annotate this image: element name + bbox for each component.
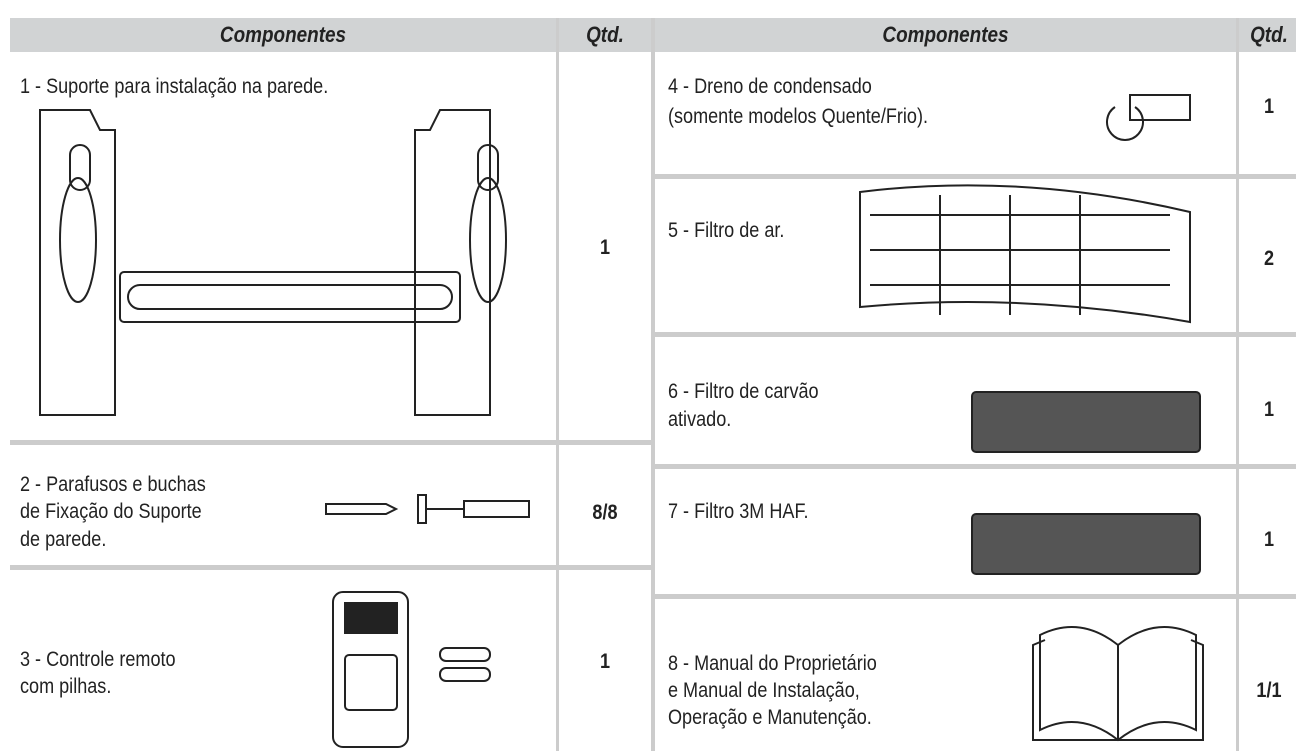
header-cell: Qtd. bbox=[1250, 22, 1288, 47]
wall-bracket bbox=[39, 109, 491, 416]
haf-filter bbox=[971, 513, 1201, 575]
component-text: 4 - Dreno de condensado bbox=[668, 75, 872, 98]
component-text: Operação e Manutenção. bbox=[668, 706, 872, 729]
component-text: 3 - Controle remoto bbox=[20, 648, 176, 671]
component-text: 6 - Filtro de carvão bbox=[668, 380, 819, 403]
row-separator bbox=[10, 565, 651, 570]
qty: 1 bbox=[1263, 95, 1275, 118]
row-separator bbox=[655, 332, 1296, 337]
bracket-hole bbox=[69, 144, 91, 191]
component-text: 2 - Parafusos e buchas bbox=[20, 473, 206, 496]
remote-buttons bbox=[344, 654, 398, 711]
component-text: 5 - Filtro de ar. bbox=[668, 219, 785, 242]
remote bbox=[332, 591, 409, 748]
component-text: (somente modelos Quente/Frio). bbox=[668, 105, 928, 128]
component-text: 7 - Filtro 3M HAF. bbox=[668, 500, 809, 523]
qty: 1 bbox=[1263, 528, 1275, 551]
manual-book bbox=[1032, 626, 1204, 742]
bracket-hole bbox=[477, 144, 499, 191]
row-separator bbox=[655, 174, 1296, 179]
bracket-bar bbox=[119, 271, 461, 323]
component-text: com pilhas. bbox=[20, 675, 112, 698]
component-text: ativado. bbox=[668, 408, 732, 431]
column-line bbox=[556, 18, 559, 751]
bracket-hole bbox=[59, 177, 97, 303]
air-filter bbox=[859, 184, 1191, 324]
qty: 2 bbox=[1263, 247, 1275, 270]
header-cell: Componentes bbox=[219, 22, 347, 47]
component-text: de parede. bbox=[20, 528, 107, 551]
battery bbox=[439, 647, 491, 662]
air-filter-grid bbox=[870, 195, 1170, 315]
battery bbox=[439, 667, 491, 682]
column-line bbox=[651, 18, 655, 751]
carbon-filter bbox=[971, 391, 1201, 453]
component-text: e Manual de Instalação, bbox=[668, 679, 860, 702]
bracket-slot bbox=[127, 284, 453, 310]
drain bbox=[1106, 94, 1191, 141]
component-text: de Fixação do Suporte bbox=[20, 500, 202, 523]
row-separator bbox=[10, 440, 651, 445]
header-cell: Qtd. bbox=[586, 22, 624, 47]
qty: 1 bbox=[599, 650, 611, 673]
qty: 1 bbox=[1263, 398, 1275, 421]
component-text: 1 - Suporte para instalação na parede. bbox=[20, 75, 329, 98]
header-cell: Componentes bbox=[882, 22, 1009, 47]
row-separator bbox=[655, 464, 1296, 469]
remote-screen bbox=[344, 602, 398, 634]
qty: 1/1 bbox=[1256, 679, 1282, 702]
qty: 8/8 bbox=[592, 501, 618, 524]
wall-plug bbox=[417, 494, 530, 524]
row-separator bbox=[655, 594, 1296, 599]
component-text: 8 - Manual do Proprietário bbox=[668, 652, 877, 675]
column-line bbox=[1236, 18, 1239, 751]
screw bbox=[325, 503, 399, 515]
qty: 1 bbox=[599, 236, 611, 259]
bracket-hole bbox=[469, 177, 507, 303]
